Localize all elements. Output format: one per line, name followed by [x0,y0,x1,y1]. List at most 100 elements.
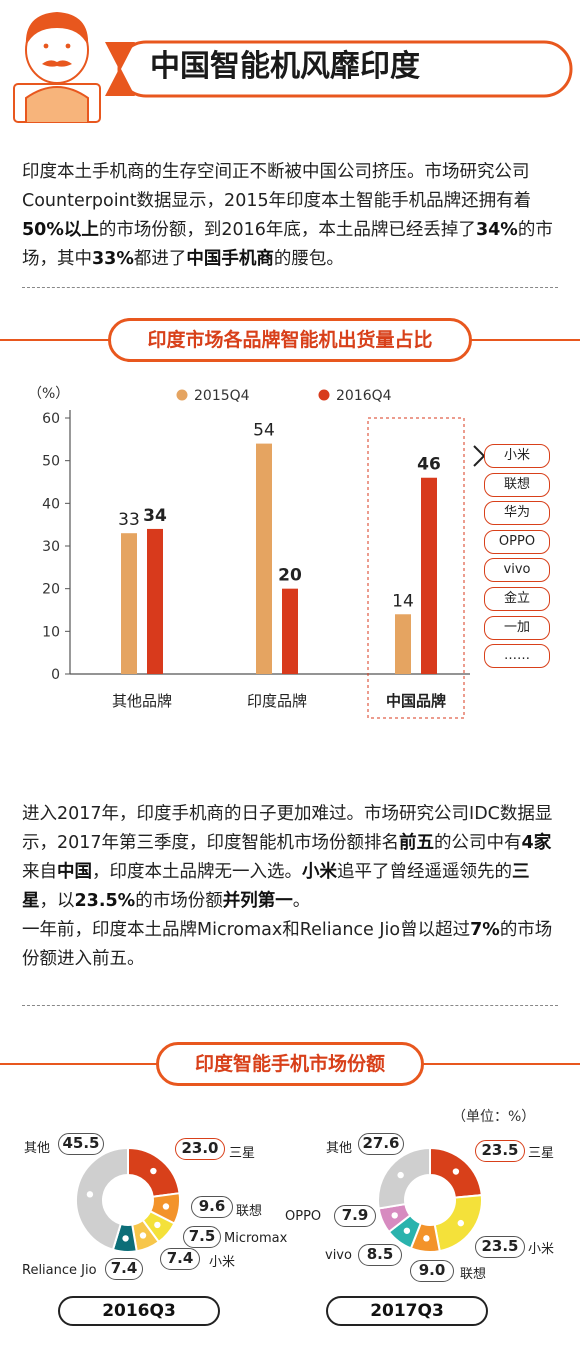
brand-pill: OPPO [484,529,550,554]
data-label: 34 [143,506,167,526]
bar [395,614,411,674]
x-tick-label: 其他品牌 [112,692,172,710]
brand-pill: 华为 [484,501,550,526]
highlight-text: 34% [475,220,518,240]
highlight-text: 三星 [22,862,530,911]
pie-slice-name: 其他 [326,1141,353,1156]
pie-slice-name: Reliance Jio [22,1263,97,1278]
y-tick-label: 60 [42,411,60,427]
pie-charts [75,1146,483,1253]
pie-slice-value: 7.5 [183,1226,221,1248]
bar [147,528,163,674]
y-tick-label: 40 [42,496,60,512]
y-tick-label: 0 [51,667,60,683]
brand-pill: vivo [484,558,550,583]
unit-label: （单位：%） [452,1109,536,1125]
pie-slice-name: 联想 [460,1267,487,1282]
pie-slice-value: 9.0 [410,1260,454,1282]
paragraph-text: 。 [292,891,311,911]
pie-slice-value: 45.5 [58,1133,104,1155]
pie-slice [377,1146,431,1210]
pie-slice-dot [122,1235,129,1242]
pie-slice-value: 7.4 [160,1248,200,1270]
bar [282,588,298,674]
brand-pill: 一加 [484,615,550,640]
paragraph-text: 印度本土手机商的生存空间正不断被中国公司挤压。市场研究公司Counterpoin… [22,162,532,211]
pie-slice-name: 三星 [528,1146,555,1161]
y-axis-label: （%） [28,386,69,402]
pie-slice-dot [452,1168,460,1175]
highlight-text: 前五 [399,833,435,853]
pie-slice-value: 7.9 [334,1205,376,1227]
pie-caption-2016q3: 2016Q3 [58,1296,220,1326]
highlight-text: 并列第一 [222,891,293,911]
pie-slice-dot [423,1235,430,1242]
pie-slice-name: 三星 [229,1146,256,1161]
brand-pill: 联想 [484,472,550,497]
bar-chart: （%） 0 10 20 30 40 50 60 2015Q4 2016Q4 33 34 其他品牌 54 20… [28,386,486,719]
data-label: 54 [253,421,275,441]
paragraph-text: 的市场份额进入前五。 [22,920,553,969]
paragraph-text: 的公司中有 [434,833,522,853]
pie-slice-value: 23.5 [475,1236,525,1258]
pie-slice-dot [391,1212,398,1219]
legend-entry: 2015Q4 [194,388,250,404]
pie-slice-name: 小米 [209,1255,236,1270]
pie-slice-value: 23.5 [475,1140,525,1162]
pie-slice-dot [403,1227,411,1234]
highlight-text: 4家 [521,833,552,853]
paragraph-text: ，印度本土品牌无一入选。 [92,862,302,882]
pie-slice-value: 23.0 [175,1138,225,1160]
bar-section-title: 印度市场各品牌智能机出货量占比 [108,318,472,362]
avatar-icon [13,12,101,123]
highlight-text: 小米 [302,862,337,882]
paragraph-text: ，以 [39,891,75,911]
pie-slice-name: OPPO [285,1209,322,1224]
pie-slice-name: 小米 [528,1242,555,1257]
x-tick-label: 印度品牌 [247,692,307,710]
bar [421,477,437,674]
legend-entry: 2016Q4 [336,388,392,404]
paragraph-text: 的市场，其中 [22,220,553,269]
data-label: 33 [118,510,140,530]
pie-section-title: 印度智能手机市场份额 [156,1042,424,1086]
pie-slice-name: Micromax [224,1231,288,1246]
bar [256,443,272,674]
highlight-text: 23.5% [74,891,136,911]
data-label: 14 [392,591,414,611]
pie-slice [75,1146,129,1252]
paragraph-text: 的市场份额 [135,891,223,911]
pie-slice-dot [457,1219,464,1227]
paragraph-text: 一年前，印度本土品牌Micromax和Reliance Jio曾以超过 [22,920,471,940]
brand-pill: …… [484,644,550,669]
highlight-text: 中国手机商 [186,249,274,269]
legend-marker [176,389,188,401]
paragraph-text: 都进了 [133,249,187,269]
highlight-text: 33% [92,249,134,269]
x-tick-label: 中国品牌 [386,692,446,710]
paragraph-text: 进入2017年，印度手机商的日子更加难过。市场研究公司IDC数据显示，2017年… [22,804,553,853]
pie-slice-dot [86,1191,94,1198]
paragraph-text: 来自 [22,862,57,882]
bracket-arrow [473,445,486,467]
pie-slice-name: 其他 [24,1141,51,1156]
bar [121,533,137,674]
market-paragraph: 进入2017年，印度手机商的日子更加难过。市场研究公司IDC数据显示，2017年… [22,800,562,916]
brand-pill: 小米 [484,444,550,468]
data-label: 46 [417,455,441,475]
paragraph-text: 的腰包。 [273,249,344,269]
y-tick-label: 20 [42,582,60,598]
pie-slice-dot [162,1203,170,1210]
divider [22,1005,558,1006]
history-paragraph: 一年前，印度本土品牌Micromax和Reliance Jio曾以超过7%的市场… [22,916,562,974]
divider [22,287,558,288]
brand-pill: 金立 [484,587,550,611]
pie-slice-value: 27.6 [358,1133,404,1155]
y-tick-label: 30 [42,539,60,555]
page-title: 中国智能机风靡印度 [150,49,420,84]
intro-paragraph: 印度本土手机商的生存空间正不断被中国公司挤压。市场研究公司Counterpoin… [22,158,562,274]
pie-caption-2017q3: 2017Q3 [326,1296,488,1326]
legend-marker [318,389,330,401]
pie-slice-name: 联想 [236,1204,263,1219]
y-tick-label: 10 [42,624,60,640]
